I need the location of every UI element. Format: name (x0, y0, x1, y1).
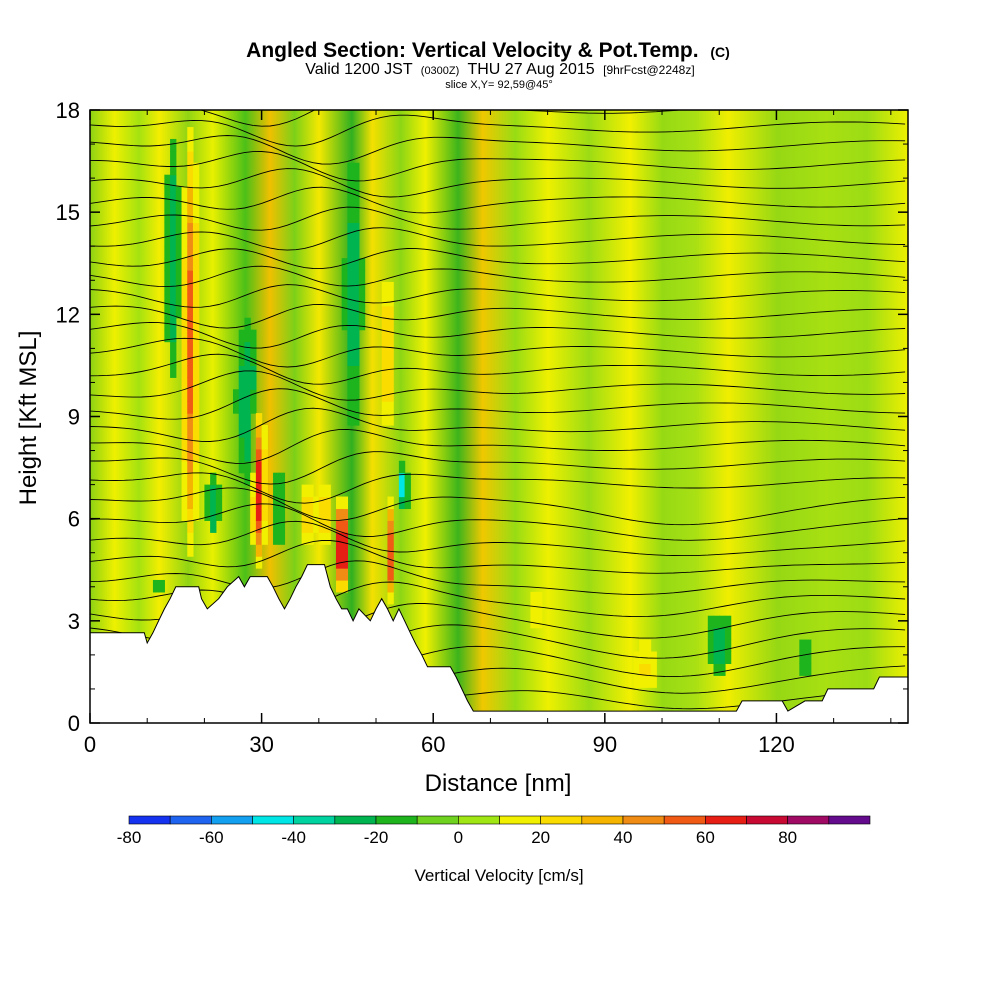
x-tick-label: 30 (249, 732, 273, 757)
colorbar-tick-label: 0 (454, 828, 463, 847)
colorbar-tick-label: -20 (364, 828, 389, 847)
y-tick-label: 0 (68, 711, 80, 736)
x-tick-label: 90 (593, 732, 617, 757)
colorbar-tick-label: 40 (614, 828, 633, 847)
colorbar-bin (540, 815, 583, 825)
axes: 0 30 60 90 120 0 3 6 9 12 15 18 (56, 98, 908, 757)
x-tick-label: 0 (84, 732, 96, 757)
colorbar-bin (705, 815, 747, 825)
colorbar-bin (746, 815, 788, 825)
colorbar-bin (128, 815, 171, 825)
terrain (90, 564, 908, 723)
colorbar-bin (252, 815, 294, 825)
valid-date: THU 27 Aug 2015 (467, 61, 594, 78)
colorbar-tick-label: 60 (696, 828, 715, 847)
svg-text:Valid 1200 JST (0300Z): Valid 1200 JST (0300Z) THU 27 Aug 2015 [… (305, 61, 694, 78)
colorbar-tick-label: -80 (117, 828, 142, 847)
colorbar-bin (416, 815, 459, 825)
forecast-info: [9hrFcst@2248z] (603, 63, 695, 77)
y-tick-label: 3 (68, 609, 80, 634)
colorbar: -80 -60 -40 -20 0 20 40 60 80 (117, 815, 871, 847)
y-tick-label: 15 (56, 200, 80, 225)
colorbar-bin (622, 815, 665, 825)
x-axis-label: Distance [nm] (425, 770, 572, 797)
colorbar-bin (169, 815, 212, 825)
colorbar-bin (828, 815, 871, 825)
colorbar-bin (787, 815, 830, 825)
y-tick-label: 9 (68, 405, 80, 430)
y-tick-label: 12 (56, 302, 80, 327)
valid-prefix: Valid 1200 JST (305, 61, 413, 78)
plot-area (90, 110, 908, 723)
y-tick-label: 6 (68, 507, 80, 532)
colorbar-bin (293, 815, 336, 825)
colorbar-bin (211, 815, 253, 825)
slice-info: slice X,Y= 92,59@45° (445, 79, 553, 91)
colorbar-tick-label: 80 (778, 828, 797, 847)
colorbar-tick-label: -60 (199, 828, 224, 847)
colorbar-bin (375, 815, 418, 825)
colorbar-tick-label: 20 (531, 828, 550, 847)
y-tick-label: 18 (56, 98, 80, 123)
y-axis-label: Height [Kft MSL] (15, 331, 42, 506)
colorbar-label: Vertical Velocity [cm/s] (414, 866, 583, 885)
title-unit: (C) (710, 44, 729, 60)
chart-title: Angled Section: Vertical Velocity & Pot.… (246, 39, 698, 62)
velocity-cells (152, 127, 812, 688)
colorbar-bin (458, 815, 500, 825)
colorbar-bin (581, 815, 624, 825)
svg-text:Angled Section: Vertical Veloc: Angled Section: Vertical Velocity & Pot.… (246, 39, 730, 62)
x-tick-label: 60 (421, 732, 445, 757)
colorbar-bin (499, 815, 541, 825)
colorbar-bin (663, 815, 706, 825)
colorbar-bin (334, 815, 377, 825)
x-tick-label: 120 (758, 732, 795, 757)
colorbar-tick-label: -40 (281, 828, 306, 847)
valid-zulu: (0300Z) (421, 65, 460, 77)
